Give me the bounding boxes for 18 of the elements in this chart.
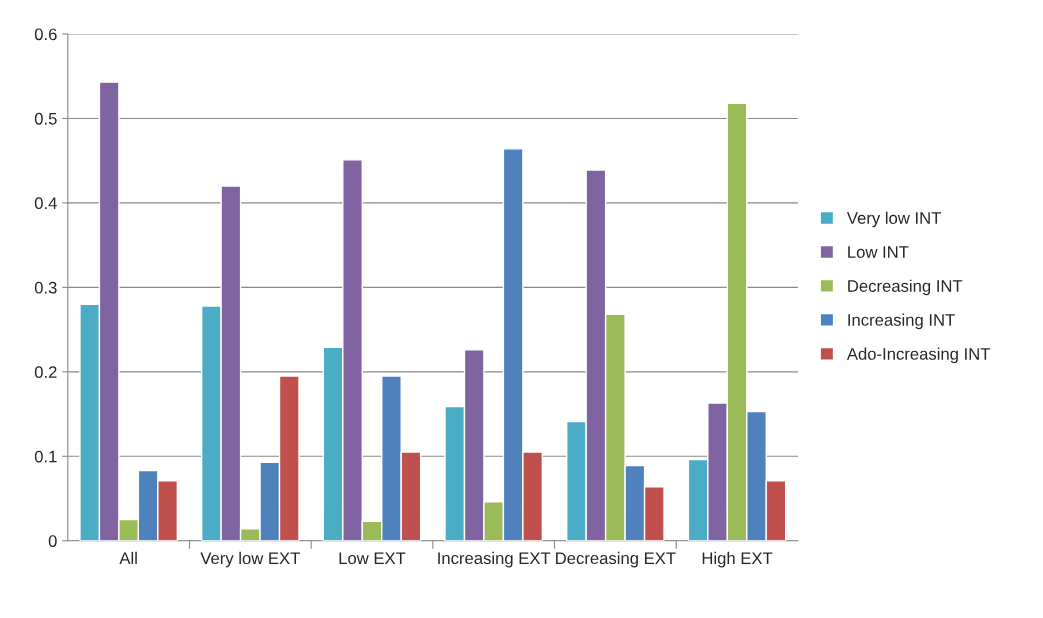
y-tick-label: 0.6 <box>34 28 57 41</box>
legend-label: Very low INT <box>846 211 941 228</box>
x-tick-label: Low EXT <box>339 552 406 565</box>
legend-label: Ado-Increasing INT <box>846 347 991 364</box>
x-tick-label: Very low EXT <box>200 551 300 568</box>
x-tick-label: High EXT <box>702 551 773 568</box>
legend-label: Increasing INT <box>848 313 955 330</box>
x-tick-label: All <box>119 551 137 564</box>
y-tick-label: 0.1 <box>34 450 57 463</box>
y-tick-label: 0.4 <box>34 197 57 210</box>
y-tick-label: 0.5 <box>34 112 57 125</box>
legend-label: Decreasing INT <box>848 279 963 296</box>
y-tick-label: 0.2 <box>34 366 57 379</box>
legend-label: Low INT <box>848 246 909 258</box>
x-tick-label: Decreasing EXT <box>556 551 676 568</box>
y-tick-label: 0.3 <box>34 281 57 294</box>
y-tick-label: 0 <box>48 535 57 547</box>
x-tick-label: Increasing EXT <box>438 551 551 568</box>
